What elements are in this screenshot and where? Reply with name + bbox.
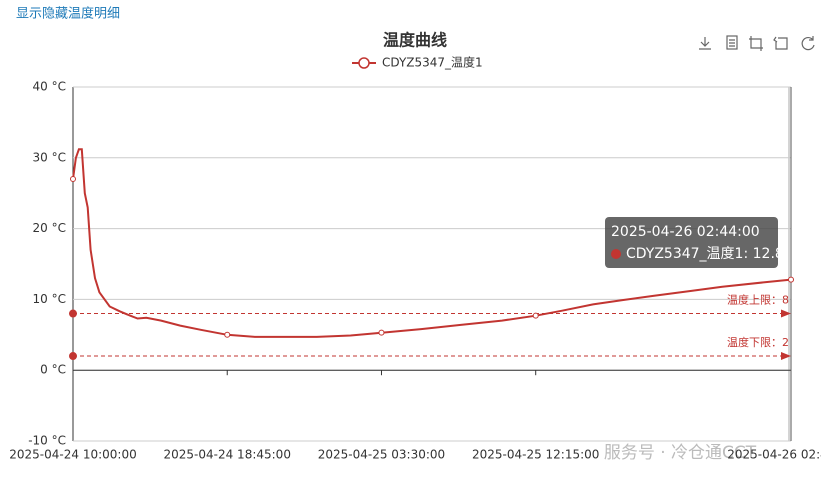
x-tick-label: 2025-04-25 12:15:00 xyxy=(472,448,599,462)
zoom-reset-icon[interactable] xyxy=(773,36,788,50)
tooltip-title: 2025-04-26 02:44:00 xyxy=(611,224,760,240)
y-tick-label: 10 °C xyxy=(33,292,66,306)
point xyxy=(532,312,539,319)
point xyxy=(224,331,231,338)
zoom-icon[interactable] xyxy=(749,36,763,51)
y-tick-label: 30 °C xyxy=(33,150,66,164)
y-tick-label: 20 °C xyxy=(33,221,66,235)
tooltip: 2025-04-26 02:44:00 CDYZ5347_温度1: 12.8 xyxy=(605,217,784,268)
restore-icon[interactable] xyxy=(801,36,815,51)
mark-line-start xyxy=(69,309,77,318)
point xyxy=(378,329,385,336)
mark-line-arrow xyxy=(781,309,791,318)
x-tick-label: 2025-04-25 03:30:00 xyxy=(318,448,445,462)
mark-line-start xyxy=(69,352,77,361)
point xyxy=(788,276,794,283)
data-view-icon[interactable] xyxy=(726,35,738,50)
tooltip-label: CDYZ5347_温度1: 12.8 xyxy=(626,246,784,262)
y-tick-label: -10 °C xyxy=(28,434,66,448)
point xyxy=(70,176,76,183)
watermark: 服务号 · 冷仓通CCT xyxy=(604,443,757,463)
chart-title: 温度曲线 xyxy=(382,31,447,50)
series-line xyxy=(72,148,792,338)
toggle-link[interactable]: 显示隐藏温度明细 xyxy=(16,6,120,22)
y-tick-label: 40 °C xyxy=(33,80,66,94)
y-tick-label: 0 °C xyxy=(40,363,66,377)
mark-line-label: 温度下限：2 xyxy=(727,335,789,349)
toolbox xyxy=(699,35,815,51)
mark-line-arrow xyxy=(781,352,791,361)
tooltip-dot xyxy=(611,249,621,259)
x-tick-label: 2025-04-24 10:00:00 xyxy=(9,448,136,462)
tooltip-box xyxy=(605,217,778,268)
x-tick-label: 2025-04-24 18:45:00 xyxy=(164,448,291,462)
download-icon[interactable] xyxy=(699,37,711,50)
x-tick-label: 2025-04-26 02:44:00 xyxy=(727,448,821,462)
mark-line-label: 温度上限：8 xyxy=(727,293,789,307)
legend-label: CDYZ5347_温度1 xyxy=(382,55,483,70)
legend-symbol xyxy=(358,57,370,69)
